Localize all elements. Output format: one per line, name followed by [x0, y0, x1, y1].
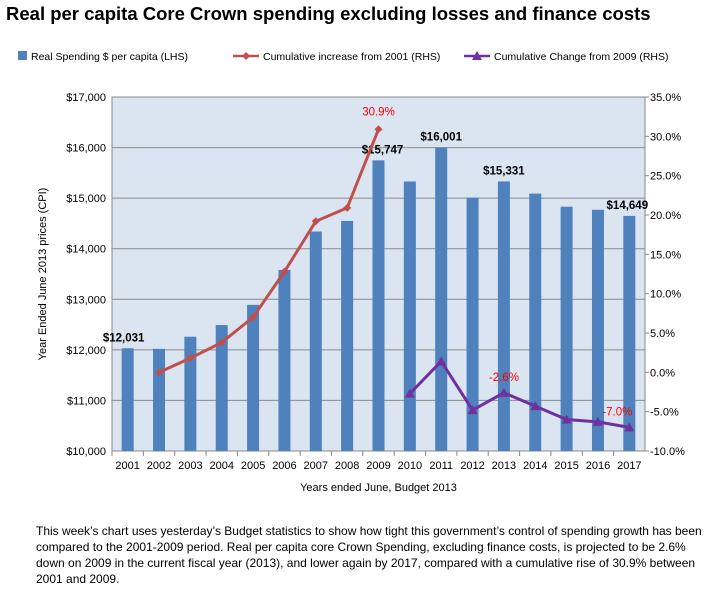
- x-tick-label: 2004: [209, 460, 233, 472]
- y2-tick-label: 10.0%: [650, 289, 681, 301]
- bar: [184, 336, 197, 451]
- line-marker: [186, 354, 195, 363]
- bar: [121, 348, 134, 451]
- bar: [591, 209, 604, 451]
- line-marker: [311, 217, 320, 226]
- x-tick-label: 2011: [429, 460, 453, 472]
- x-tick-label: 2009: [366, 460, 390, 472]
- line-marker: [374, 125, 383, 134]
- bar: [497, 181, 510, 451]
- x-axis-title: Years ended June, Budget 2013: [300, 482, 457, 494]
- legend-entry: Real Spending $ per capita (LHS): [31, 51, 188, 63]
- x-tick-label: 2005: [241, 460, 265, 472]
- series-line: [408, 358, 630, 429]
- bar: [247, 304, 260, 451]
- line-marker: [624, 422, 635, 432]
- bar: [403, 181, 416, 451]
- y2-tick-label: 0.0%: [650, 367, 675, 379]
- bar: [372, 160, 385, 451]
- line-marker: [404, 388, 415, 398]
- x-tick-label: 2010: [398, 460, 422, 472]
- bar: [153, 348, 166, 451]
- x-tick-label: 2002: [147, 460, 171, 472]
- line-marker: [280, 267, 289, 276]
- y2-tick-label: 25.0%: [650, 171, 681, 183]
- legend-entry: Cumulative Change from 2009 (RHS): [494, 51, 669, 63]
- x-tick-label: 2008: [335, 460, 359, 472]
- x-tick-label: 2003: [178, 460, 202, 472]
- y-tick-label: $15,000: [66, 193, 106, 205]
- chart-title: Real per capita Core Crown spending excl…: [6, 3, 651, 24]
- line-marker: [217, 338, 226, 347]
- y-tick-label: $12,000: [66, 345, 106, 357]
- y-tick-label: $11,000: [67, 395, 106, 407]
- x-tick-label: 2012: [460, 460, 484, 472]
- x-tick-label: 2017: [617, 460, 641, 472]
- y-axis-title: Year Ended June 2013 prices (CPI): [37, 188, 49, 361]
- line-data-label: 30.9%: [362, 106, 395, 118]
- y-tick-label: $16,000: [66, 143, 106, 155]
- line-data-label: -2.6%: [489, 372, 519, 384]
- line-marker: [530, 401, 541, 411]
- legend-entry: Cumulative increase from 2001 (RHS): [263, 51, 440, 63]
- legend-marker: [242, 52, 250, 60]
- y-tick-label: $14,000: [66, 244, 106, 256]
- y2-tick-label: -10.0%: [650, 446, 685, 458]
- x-tick-label: 2006: [272, 460, 296, 472]
- bar-data-label: $12,031: [103, 332, 145, 344]
- bar-data-label: $16,001: [420, 132, 462, 144]
- y-tick-label: $13,000: [66, 294, 106, 306]
- legend-marker: [472, 51, 482, 60]
- y2-tick-label: 30.0%: [650, 131, 681, 143]
- x-tick-label: 2007: [304, 460, 328, 472]
- x-tick-label: 2014: [523, 460, 547, 472]
- x-tick-label: 2016: [586, 460, 610, 472]
- line-data-label: -7.0%: [602, 406, 632, 418]
- bar: [215, 325, 228, 451]
- line-marker: [155, 368, 164, 377]
- y2-tick-label: 5.0%: [650, 328, 675, 340]
- line-marker: [561, 414, 572, 424]
- y2-tick-label: 15.0%: [650, 249, 681, 261]
- line-marker: [498, 387, 509, 397]
- line-marker: [436, 356, 447, 366]
- bar: [529, 193, 542, 451]
- x-tick-label: 2013: [492, 460, 516, 472]
- legend-swatch: [18, 51, 27, 60]
- bar-data-label: $14,649: [607, 200, 649, 212]
- y2-tick-label: 35.0%: [650, 92, 681, 104]
- line-marker: [467, 405, 478, 415]
- line-marker: [249, 313, 258, 322]
- x-tick-label: 2015: [554, 460, 578, 472]
- line-marker: [592, 416, 603, 426]
- y2-tick-label: 20.0%: [650, 210, 681, 222]
- x-tick-label: 2001: [115, 460, 139, 472]
- bar: [341, 220, 354, 451]
- y-tick-label: $17,000: [66, 92, 106, 104]
- bar: [309, 231, 322, 451]
- chart: $10,000 $11,000 $12,000 $13,000 $14,000 $15,0…: [18, 51, 685, 494]
- line-marker: [343, 203, 352, 212]
- bar: [623, 215, 636, 451]
- bar-data-label: $15,331: [483, 165, 525, 177]
- y-tick-label: $10,000: [66, 446, 106, 458]
- caption: This week’s chart uses yesterday’s Budge…: [36, 524, 702, 586]
- y2-tick-label: -5.0%: [650, 407, 679, 419]
- series-line: [158, 128, 380, 374]
- bar: [435, 147, 448, 451]
- bar: [560, 206, 573, 451]
- bar: [466, 197, 479, 451]
- bar: [278, 269, 291, 451]
